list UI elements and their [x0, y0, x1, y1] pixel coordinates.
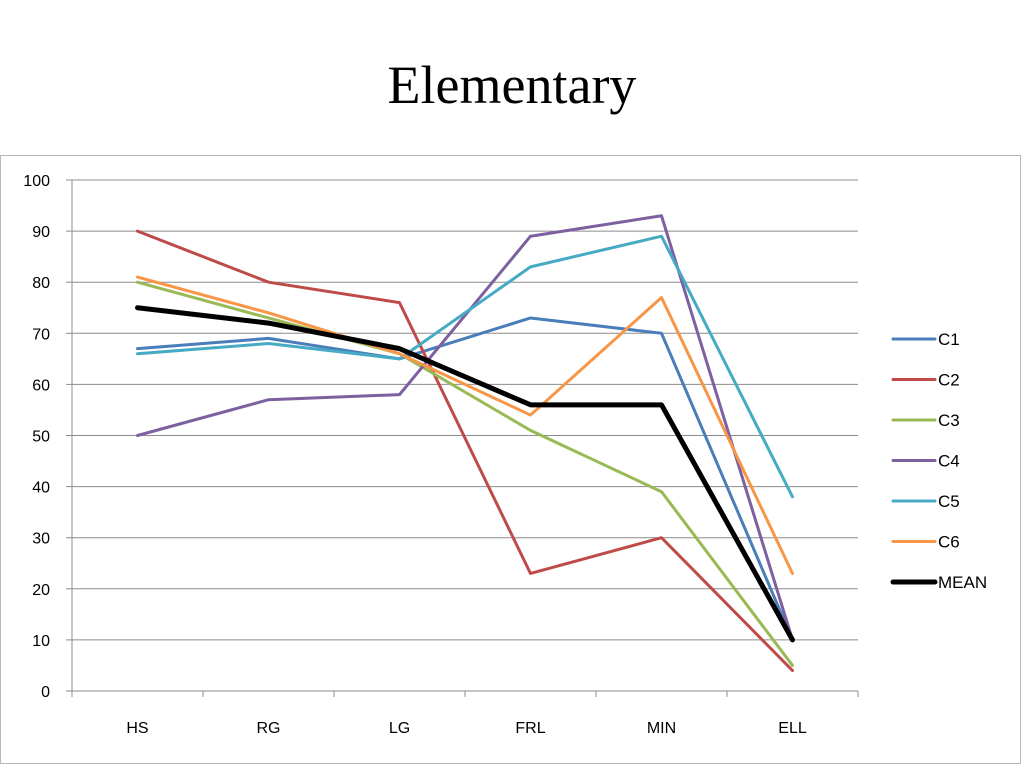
series-line-c6 — [136, 275, 794, 575]
series-line-c3 — [136, 280, 794, 667]
series-line-c1 — [136, 316, 794, 642]
legend-label-c2: C2 — [938, 371, 960, 390]
legend-label-c3: C3 — [938, 411, 960, 430]
x-tick-label: ELL — [778, 720, 807, 737]
x-tick-label: LG — [389, 720, 410, 737]
y-tick-label: 100 — [23, 173, 50, 190]
y-tick-label: 50 — [32, 429, 50, 446]
x-tick-label: HS — [126, 720, 148, 737]
y-tick-label: 60 — [32, 377, 50, 394]
legend-label-c1: C1 — [938, 330, 960, 349]
y-tick-label: 20 — [32, 582, 50, 599]
legend-label-mean: MEAN — [938, 573, 987, 592]
slide-title: Elementary — [387, 55, 637, 115]
y-tick-label: 90 — [32, 224, 50, 241]
x-tick-label: FRL — [515, 720, 545, 737]
legend: C1 C2 C3 C4 C5 C6 MEAN — [890, 330, 987, 592]
y-tick-label: 70 — [32, 326, 50, 343]
series-line-mean — [135, 305, 795, 643]
gridlines — [72, 179, 858, 641]
chart-frame — [0, 155, 1021, 764]
x-tick-label: RG — [257, 720, 281, 737]
series-line-c4 — [136, 214, 794, 642]
legend-label-c5: C5 — [938, 492, 960, 511]
series-lines — [135, 214, 795, 673]
y-tick-label: 10 — [32, 633, 50, 650]
y-tick-label: 40 — [32, 480, 50, 497]
y-tick-label: 30 — [32, 531, 50, 548]
series-line-c5 — [136, 234, 794, 499]
legend-label-c4: C4 — [938, 452, 960, 471]
series-line-c2 — [136, 229, 794, 673]
legend-label-c6: C6 — [938, 533, 960, 552]
axes: 0 10 20 30 40 50 60 70 80 90 100 HS RG LG FRL MIN ELL — [23, 173, 859, 737]
y-tick-label: 0 — [41, 684, 50, 701]
y-tick-label: 80 — [32, 275, 50, 292]
x-tick-label: MIN — [647, 720, 676, 737]
